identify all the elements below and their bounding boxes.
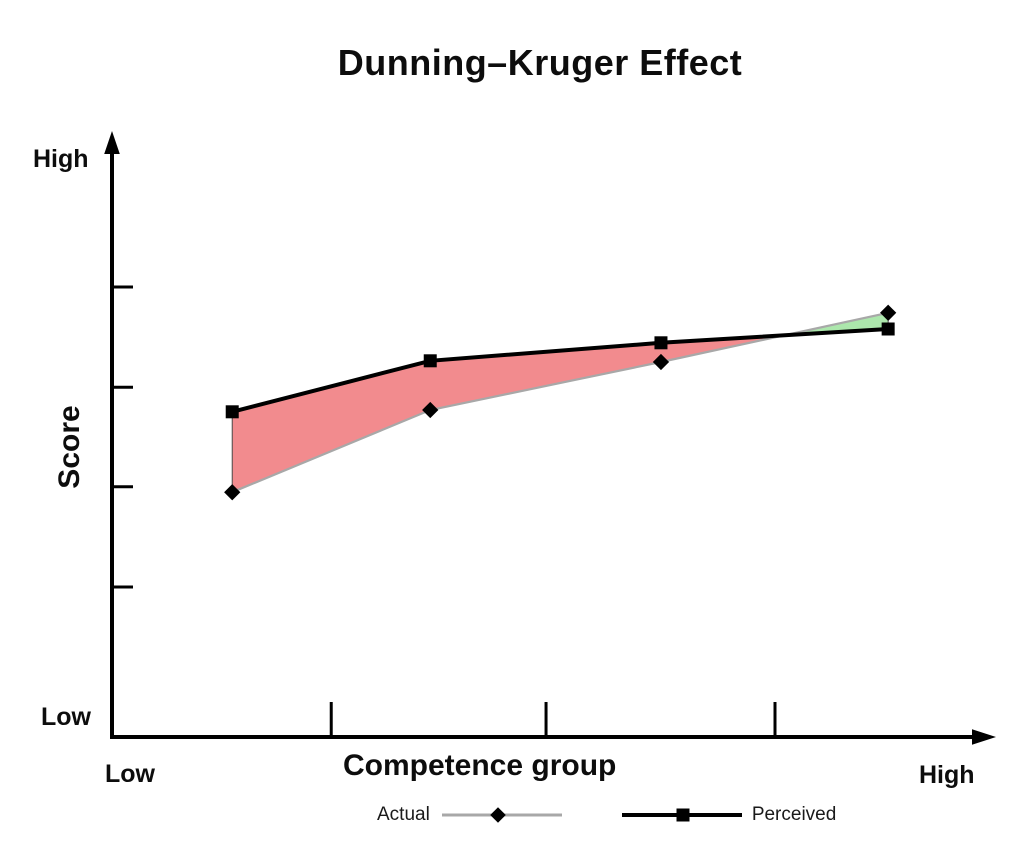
actual-marker-diamond (880, 304, 897, 321)
y-axis-arrow-icon (104, 131, 120, 154)
y-axis-title: Score (53, 405, 86, 489)
actual-sample-diamond (490, 807, 506, 823)
x-axis-high-label: High (919, 761, 975, 789)
perceived-marker-square (225, 405, 239, 419)
legend: Actual Perceived (377, 804, 836, 826)
legend-perceived-label: Perceived (751, 804, 837, 825)
overconfidence-region (231, 334, 785, 493)
perceived-marker-square (881, 322, 895, 336)
actual-line-sample-icon (441, 807, 562, 823)
legend-actual-label: Actual (377, 804, 430, 825)
perceived-marker-square (423, 354, 437, 368)
perceived-line-sample-icon (621, 808, 742, 822)
actual-marker-diamond (652, 353, 670, 371)
chart-title: Dunning–Kruger Effect (337, 42, 743, 83)
perceived-line (231, 327, 889, 414)
x-axis-low-label: Low (105, 760, 155, 788)
perceived-sample-square (676, 808, 690, 822)
x-axis-arrow-icon (972, 729, 996, 745)
y-axis-high-label: High (33, 145, 89, 173)
y-axis-low-label: Low (41, 703, 91, 731)
actual-marker-diamond (224, 484, 241, 501)
x-axis-title: Competence group (343, 749, 617, 782)
actual-marker-diamond (422, 401, 439, 419)
perceived-marker-square (654, 336, 668, 350)
